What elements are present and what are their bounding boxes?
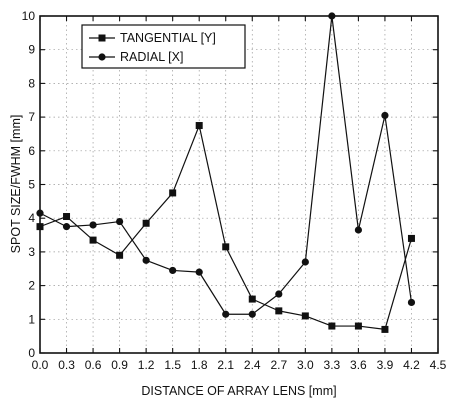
y-tick-labels: 0 1 2 3 4 5 6 7 8 9 10 (22, 9, 36, 360)
x-tick-label: 0.9 (111, 358, 128, 372)
axis-ticks (39, 15, 439, 354)
data-point-radial (62, 223, 71, 231)
data-point-tangential (116, 251, 124, 259)
y-tick-label: 0 (28, 346, 35, 360)
data-point-tangential (222, 243, 230, 251)
data-point-radial (169, 266, 177, 275)
x-tick-labels: 0.0 0.3 0.6 0.9 1.2 1.5 1.8 2.1 2.4 2.7 3.0 3.3 3.6 3… (32, 358, 447, 372)
y-tick-label: 7 (28, 110, 35, 124)
data-point-tangential (89, 236, 97, 244)
data-point-tangential (381, 325, 389, 333)
data-point-tangential (354, 322, 362, 330)
y-tick-label: 3 (28, 245, 35, 259)
x-tick-label: 4.2 (403, 358, 420, 372)
x-tick-label: 1.8 (191, 358, 208, 372)
x-tick-label: 1.5 (164, 358, 181, 372)
data-point-tangential (195, 122, 203, 130)
data-point-tangential (328, 322, 336, 330)
data-point-radial (328, 12, 336, 20)
data-point-tangential (301, 312, 309, 320)
x-tick-label: 3.9 (377, 358, 394, 372)
legend-box (81, 24, 246, 69)
data-point-tangential (248, 295, 256, 303)
data-point-radial (381, 111, 389, 120)
data-point-tangential (407, 234, 415, 242)
y-tick-label: 2 (28, 279, 35, 293)
data-point-tangential (36, 223, 44, 231)
x-tick-label: 4.5 (430, 358, 447, 372)
x-tick-label: 0.0 (32, 358, 49, 372)
y-tick-label: 9 (28, 43, 35, 57)
x-tick-label: 0.3 (58, 358, 75, 372)
data-point-radial (195, 268, 203, 276)
x-tick-label: 0.6 (85, 358, 102, 372)
x-tick-label: 1.2 (138, 358, 155, 372)
data-point-tangential (169, 189, 177, 197)
x-tick-label: 3.6 (350, 358, 367, 372)
legend-marker-square (98, 34, 106, 42)
data-point-radial (248, 310, 256, 318)
series-layer (36, 12, 416, 333)
data-point-radial (36, 209, 44, 217)
data-point-radial (89, 221, 97, 229)
data-point-radial (142, 256, 150, 264)
data-point-radial (116, 217, 124, 226)
data-point-tangential (63, 213, 71, 221)
x-tick-label: 2.4 (244, 358, 261, 372)
y-tick-label: 5 (28, 178, 35, 192)
x-tick-label: 3.3 (324, 358, 341, 372)
y-axis-label: SPOT SIZE/FWHM [mm] (9, 115, 23, 254)
x-tick-label: 2.1 (217, 358, 234, 372)
x-tick-label: 2.7 (270, 358, 287, 372)
data-point-tangential (275, 307, 283, 315)
y-tick-label: 10 (22, 9, 36, 23)
data-point-tangential (142, 219, 150, 227)
legend-label-tangential: TANGENTIAL [Y] (120, 31, 216, 45)
data-point-radial (354, 226, 362, 234)
data-point-radial (407, 298, 416, 307)
legend: TANGENTIAL [Y] RADIAL [X] (81, 24, 246, 69)
legend-marker-circle (98, 53, 106, 61)
y-tick-label: 6 (28, 144, 35, 158)
data-point-radial (222, 310, 230, 318)
y-tick-label: 1 (28, 312, 35, 326)
data-point-radial (301, 258, 309, 266)
x-tick-label: 3.0 (297, 358, 314, 372)
y-tick-label: 8 (28, 76, 35, 90)
data-point-radial (275, 290, 283, 298)
legend-label-radial: RADIAL [X] (120, 50, 183, 64)
x-axis-label: DISTANCE OF ARRAY LENS [mm] (141, 384, 336, 398)
y-tick-label: 4 (28, 211, 35, 225)
